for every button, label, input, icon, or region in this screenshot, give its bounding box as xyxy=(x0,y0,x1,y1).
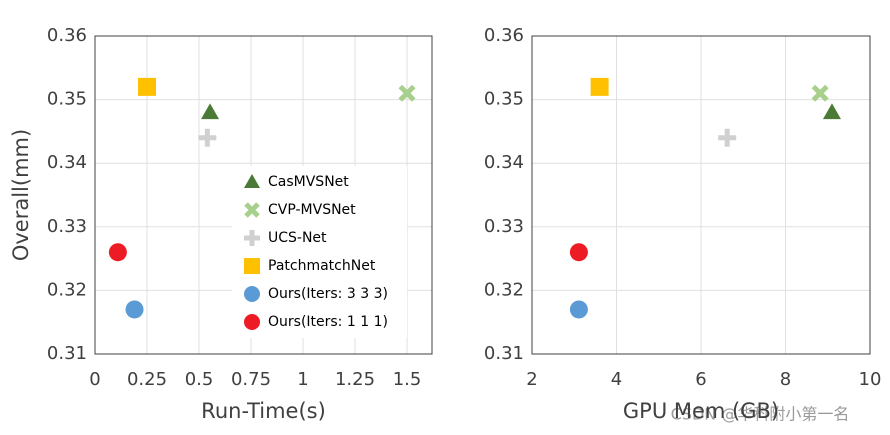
marker xyxy=(569,243,588,262)
marker xyxy=(138,77,157,96)
plot-frame xyxy=(531,35,871,355)
x-tick-label: 6 xyxy=(695,369,706,390)
marker xyxy=(198,128,217,147)
marker xyxy=(244,258,260,274)
x-axis-label: GPU Mem (GB) xyxy=(623,399,779,423)
y-tick-label: 0.35 xyxy=(484,89,524,110)
marker xyxy=(590,77,609,96)
x-tick-label: 8 xyxy=(780,369,791,390)
marker xyxy=(569,300,588,319)
plot-frame xyxy=(94,35,433,355)
x-tick-label: 1 xyxy=(297,369,308,390)
legend-label: PatchmatchNet xyxy=(268,258,376,274)
marker xyxy=(718,128,737,147)
x-tick-label: 0.25 xyxy=(127,369,167,390)
y-tick-label: 0.33 xyxy=(47,216,87,237)
marker xyxy=(244,174,260,188)
marker xyxy=(108,243,127,262)
legend-label: CasMVSNet xyxy=(268,174,349,190)
x-tick-label: 1.5 xyxy=(393,369,422,390)
y-tick-label: 0.32 xyxy=(47,279,87,300)
y-axis-label: Overall(mm) xyxy=(9,129,33,261)
legend: CasMVSNet CVP-MVSNet UCS-Net PatchmatchNet O… xyxy=(232,166,407,338)
x-tick-label: 2 xyxy=(526,369,537,390)
y-tick-label: 0.31 xyxy=(47,343,87,364)
legend-box xyxy=(232,166,407,338)
marker xyxy=(811,84,829,102)
y-tick-label: 0.31 xyxy=(484,343,524,364)
y-tick-label: 0.36 xyxy=(47,25,87,46)
y-tick-label: 0.32 xyxy=(484,279,524,300)
legend-label: UCS-Net xyxy=(268,230,327,246)
x-tick-label: 10 xyxy=(859,369,882,390)
marker xyxy=(244,230,260,246)
y-tick-label: 0.33 xyxy=(484,216,524,237)
marker xyxy=(244,202,260,218)
y-tick-label: 0.34 xyxy=(47,152,87,173)
y-tick-label: 0.36 xyxy=(484,25,524,46)
x-tick-label: 1.25 xyxy=(335,369,375,390)
legend-label: Ours(Iters: 3 3 3) xyxy=(268,286,388,302)
marker xyxy=(244,314,260,330)
marker xyxy=(822,103,841,120)
x-axis-label: Run-Time(s) xyxy=(201,399,326,423)
y-tick-label: 0.35 xyxy=(47,89,87,110)
y-tick-label: 0.34 xyxy=(484,152,524,173)
marker xyxy=(244,286,260,302)
legend-label: Ours(Iters: 1 1 1) xyxy=(268,314,388,330)
legend-label: CVP-MVSNet xyxy=(268,202,356,218)
x-tick-label: 0.75 xyxy=(231,369,271,390)
marker xyxy=(125,300,144,319)
marker xyxy=(398,84,416,102)
x-tick-label: 0 xyxy=(89,369,100,390)
watermark: CSDN @华科附小第一名 xyxy=(671,405,850,424)
marker xyxy=(201,103,220,120)
x-tick-label: 4 xyxy=(611,369,622,390)
x-tick-label: 0.5 xyxy=(185,369,214,390)
